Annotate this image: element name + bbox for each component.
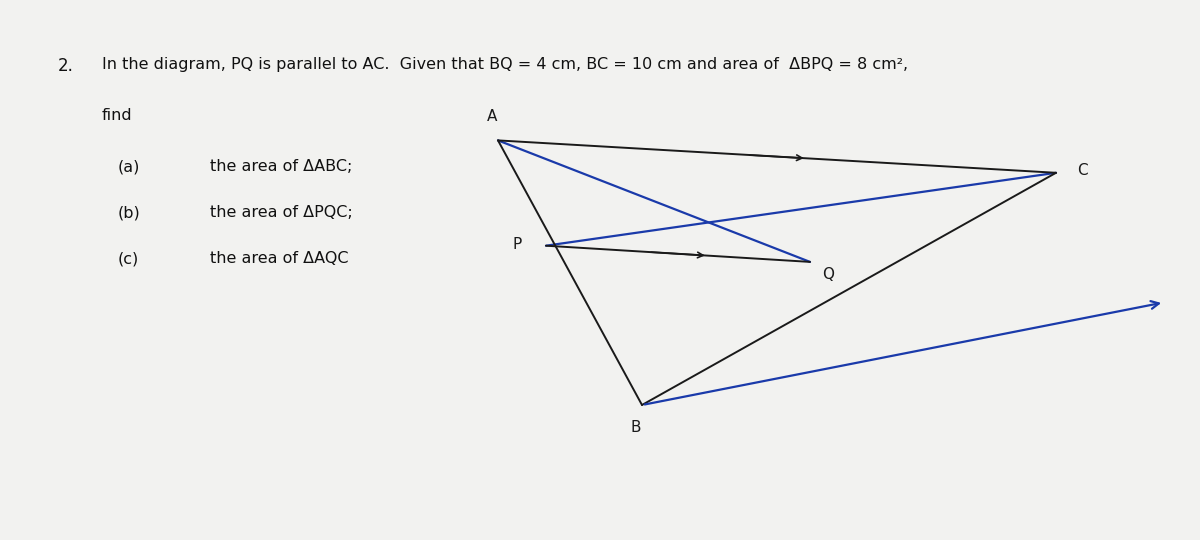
Text: Q: Q — [822, 267, 834, 282]
Text: (b): (b) — [118, 205, 140, 220]
Text: (c): (c) — [118, 251, 139, 266]
Text: 2.: 2. — [58, 57, 73, 75]
Text: (a): (a) — [118, 159, 140, 174]
Text: find: find — [102, 108, 133, 123]
Text: B: B — [631, 420, 641, 435]
Text: P: P — [512, 237, 522, 252]
Text: C: C — [1078, 163, 1088, 178]
Text: the area of ΔABC;: the area of ΔABC; — [210, 159, 353, 174]
Text: the area of ΔPQC;: the area of ΔPQC; — [210, 205, 353, 220]
Text: the area of ΔAQC: the area of ΔAQC — [210, 251, 348, 266]
Text: In the diagram, PQ is parallel to AC.  Given that BQ = 4 cm, BC = 10 cm and area: In the diagram, PQ is parallel to AC. Gi… — [102, 57, 908, 72]
Text: A: A — [487, 109, 497, 124]
